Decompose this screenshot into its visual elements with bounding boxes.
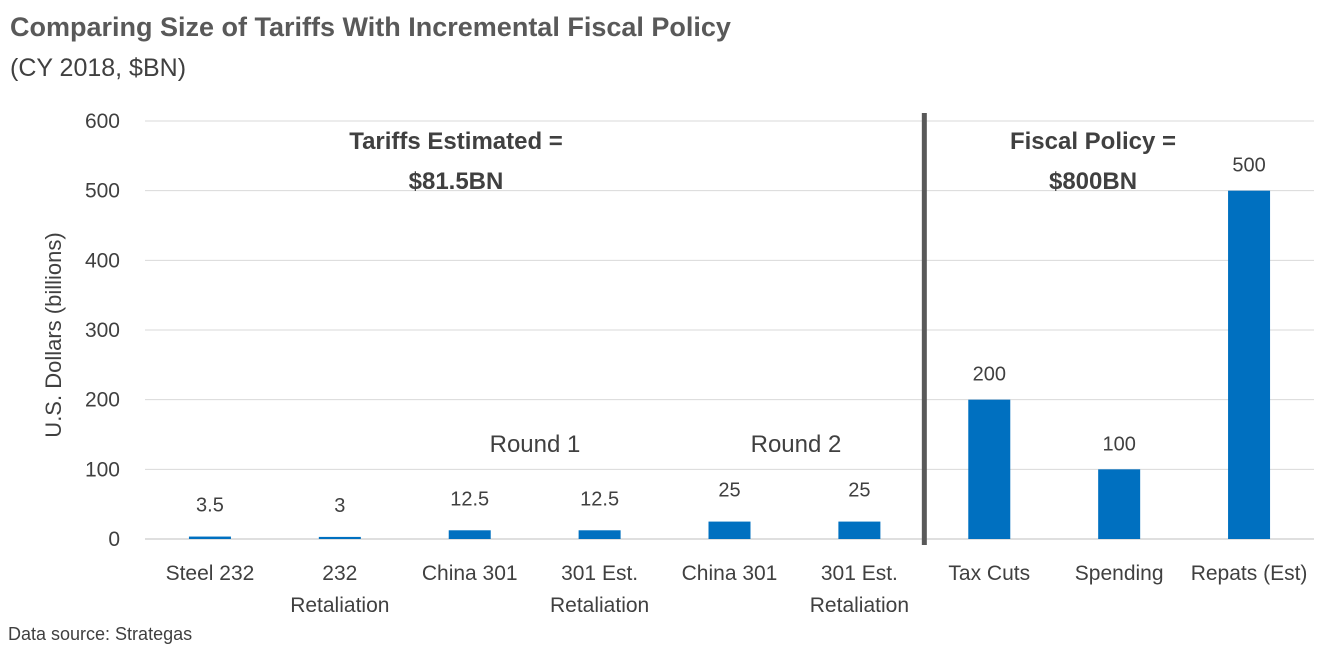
category-label: China 301: [422, 562, 518, 585]
bar: [968, 399, 1011, 539]
category-label: Retaliation: [550, 594, 649, 617]
category-label: 301 Est.: [821, 562, 898, 585]
bar: [1098, 469, 1141, 539]
bar: [318, 536, 361, 539]
bar-value-label: 25: [848, 480, 870, 502]
bars: [188, 190, 1271, 539]
gridlines: [145, 120, 1314, 540]
bar-value-label: 3: [334, 495, 345, 517]
fiscal-annotation-line1: Fiscal Policy =: [1010, 128, 1176, 155]
category-label: Retaliation: [290, 594, 389, 617]
category-label: Steel 232: [166, 562, 255, 585]
value-labels: 3.5 3 12.5 12.5 25 25 200 100 500: [196, 155, 1266, 517]
bar-value-label: 12.5: [580, 488, 619, 510]
category-labels: Steel 232 232 Retaliation China 301 301 Est.…: [166, 562, 1308, 617]
tariffs-annotation-line1: Tariffs Estimated =: [349, 128, 563, 155]
bar: [188, 536, 231, 539]
y-tick-label: 300: [85, 319, 120, 342]
category-label: 301 Est.: [561, 562, 638, 585]
category-label: 232: [322, 562, 357, 585]
data-source: Data source: Strategas: [8, 624, 192, 644]
bar-value-label: 100: [1102, 433, 1135, 455]
fiscal-annotation-line2: $800BN: [1049, 168, 1137, 195]
category-label: Retaliation: [810, 594, 909, 617]
y-tick-label: 500: [85, 180, 120, 203]
bar: [448, 530, 491, 539]
bar: [578, 530, 621, 539]
y-tick-label: 100: [85, 458, 120, 481]
y-tick-label: 0: [108, 528, 120, 551]
y-axis-label: U.S. Dollars (billions): [41, 232, 66, 437]
y-tick-label: 600: [85, 110, 120, 133]
category-label: Repats (Est): [1191, 562, 1308, 585]
round2-label: Round 2: [751, 431, 842, 458]
round1-label: Round 1: [490, 431, 581, 458]
bar: [708, 521, 751, 539]
bar-value-label: 12.5: [450, 488, 489, 510]
category-label: Spending: [1075, 562, 1164, 585]
bar: [1228, 190, 1271, 539]
tariffs-annotation-line2: $81.5BN: [409, 168, 504, 195]
bar-value-label: 500: [1232, 155, 1265, 177]
chart-subtitle: (CY 2018, $BN): [10, 54, 186, 82]
y-tick-label: 200: [85, 389, 120, 412]
chart-title: Comparing Size of Tariffs With Increment…: [10, 12, 731, 42]
category-label: Tax Cuts: [948, 562, 1030, 585]
category-label: China 301: [682, 562, 778, 585]
y-tick-label: 400: [85, 249, 120, 272]
bar-value-label: 25: [718, 480, 740, 502]
y-axis-ticks: 0 100 200 300 400 500 600: [85, 110, 120, 551]
bar-value-label: 3.5: [196, 495, 224, 517]
bar-value-label: 200: [973, 364, 1006, 386]
bar: [838, 521, 881, 539]
